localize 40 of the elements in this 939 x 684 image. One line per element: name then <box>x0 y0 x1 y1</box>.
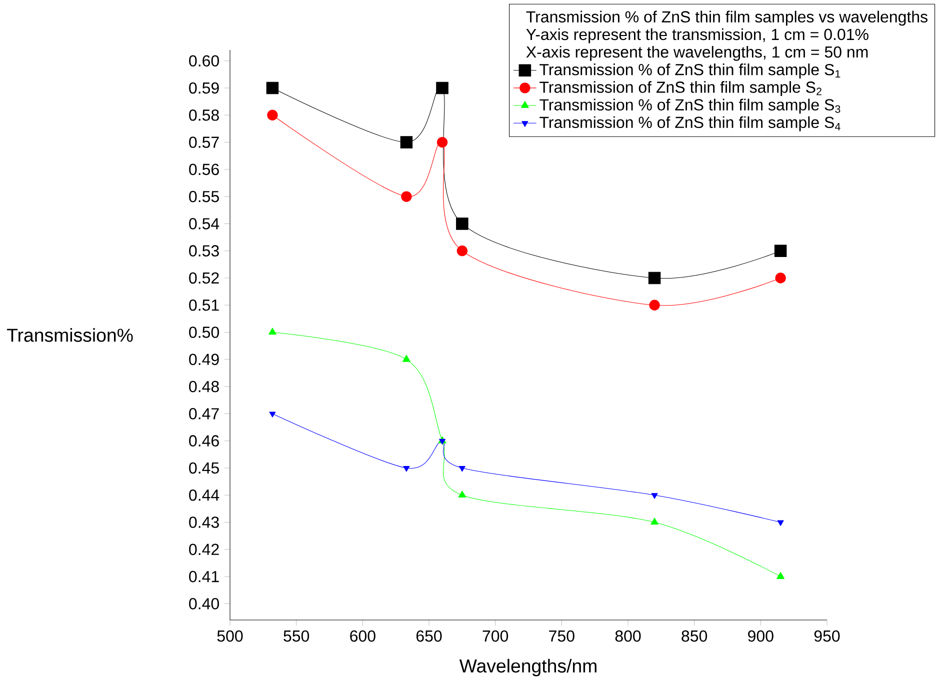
y-tick-label: 0.47 <box>189 408 219 420</box>
text: Y-axis represent the transmission, 1 cm = 0.01% <box>526 28 868 44</box>
y-axis-title: Transmission% <box>6 328 133 342</box>
y-tick-label: 0.57 <box>189 136 219 148</box>
y-tick-label: 0.49 <box>189 354 219 366</box>
x-tick-label: 900 <box>748 630 774 642</box>
y-tick-label: 0.41 <box>189 570 219 582</box>
y-tick-label: 0.55 <box>189 190 219 202</box>
legend-label: Transmission of ZnS thin film sample S$_{2}$ <box>540 81 822 96</box>
x-tick-label: 550 <box>284 630 310 642</box>
y-tick-label: 0.53 <box>189 245 219 256</box>
y-tick-label: 0.51 <box>189 299 219 311</box>
legend-title: Transmission % of ZnS thin film samples vs wavelengths <box>526 10 928 26</box>
y-tick-label: 0.56 <box>189 164 219 176</box>
x-tick-label: 750 <box>549 630 574 642</box>
x-tick-label: 700 <box>482 630 508 642</box>
x-tick-label: 600 <box>350 630 376 642</box>
y-tick-label: 0.44 <box>189 489 220 501</box>
x-tick-label: 850 <box>682 630 708 642</box>
y-tick-label: 0.58 <box>189 109 219 121</box>
y-tick-label: 0.42 <box>189 544 219 556</box>
x-axis-title: Wavelengths/nm <box>459 658 596 676</box>
y-tick-label: 0.45 <box>189 462 219 474</box>
legend-label: Transmission % of ZnS thin film sample S$_{3}$ <box>540 98 840 114</box>
legend-label: Transmission % of ZnS thin film sample S$_{4}$ <box>540 116 840 132</box>
y-tick-label: 0.54 <box>189 218 220 230</box>
legend-label: Transmission % of ZnS thin film sample S$_{1}$ <box>540 64 840 78</box>
x-tick-label: 950 <box>814 630 840 642</box>
x-tick-label: 800 <box>615 630 641 642</box>
y-tick-label: 0.52 <box>189 272 219 284</box>
y-tick-label: 0.43 <box>189 516 219 528</box>
x-tick-label: 500 <box>217 630 243 642</box>
x-tick-label: 650 <box>416 630 442 642</box>
y-tick-label: 0.60 <box>189 55 219 66</box>
annotation: X-axis represent the wavelengths, 1 cm = 50 nm <box>526 46 868 61</box>
y-tick-label: 0.46 <box>189 435 219 446</box>
y-tick-label: 0.48 <box>189 380 219 392</box>
y-tick-label: 0.59 <box>189 82 219 94</box>
y-tick-label: 0.50 <box>189 326 219 338</box>
y-tick-label: 0.40 <box>189 598 219 610</box>
